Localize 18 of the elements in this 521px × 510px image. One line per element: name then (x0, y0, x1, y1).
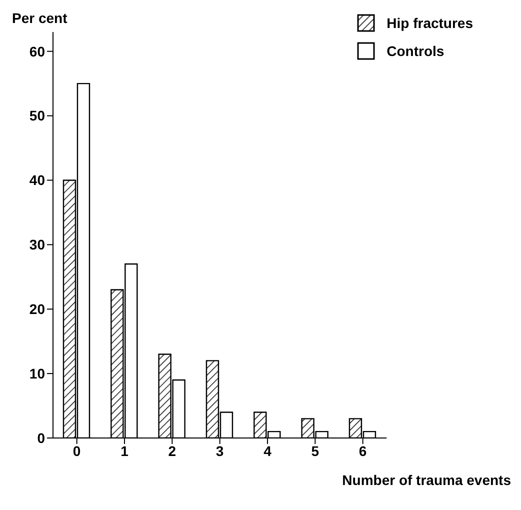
legend-label: Hip fractures (386, 15, 473, 31)
y-tick-label: 50 (29, 108, 46, 124)
x-tick-label: 3 (216, 442, 224, 459)
x-tick-label: 1 (120, 442, 129, 459)
x-tick-label: 2 (168, 442, 176, 459)
x-tick-label: 6 (358, 442, 367, 459)
y-tick-label: 20 (29, 301, 46, 318)
x-axis-title: Number of trauma events (342, 472, 511, 488)
x-tick-label: 0 (72, 442, 81, 459)
legend-label: Controls (386, 43, 444, 59)
y-tick-label: 30 (29, 236, 46, 253)
x-tick-label: 4 (264, 442, 272, 459)
y-tick-label: 0 (37, 430, 46, 446)
y-tick-label: 60 (29, 43, 46, 60)
x-tick-label: 5 (311, 442, 320, 459)
y-tick-label: 10 (29, 366, 46, 382)
y-tick-label: 40 (29, 172, 46, 188)
y-axis-title: Per cent (12, 10, 68, 26)
